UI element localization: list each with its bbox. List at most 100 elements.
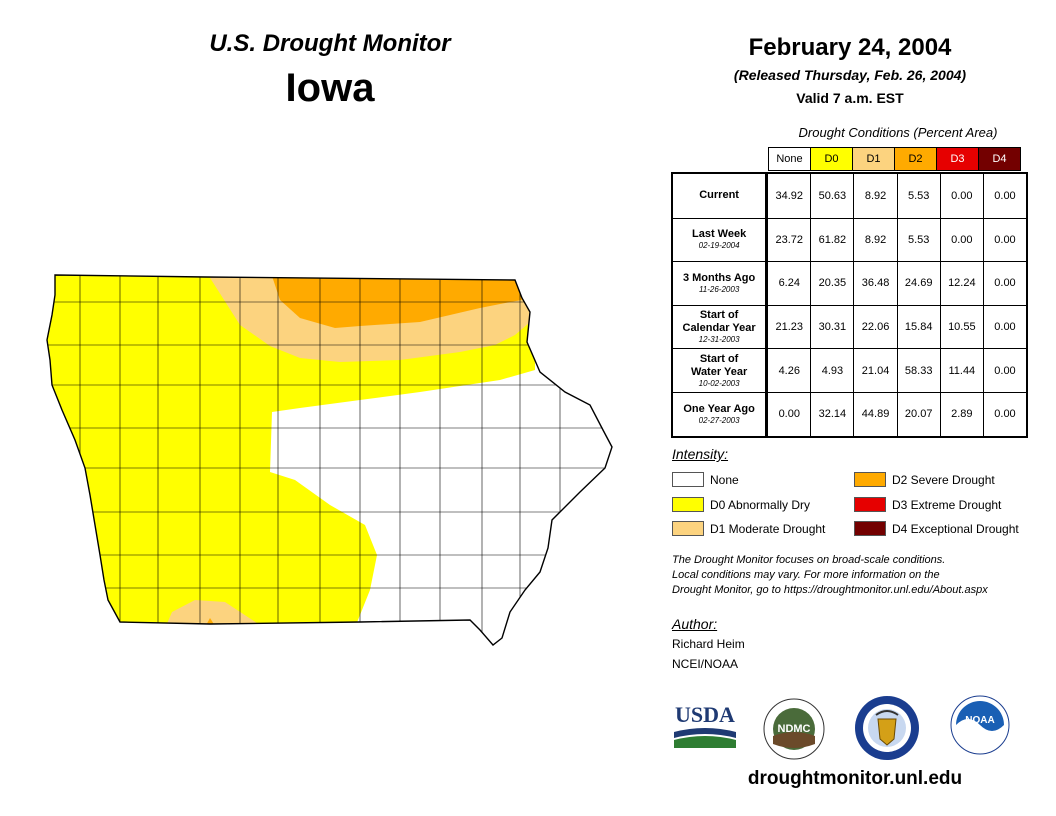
- valid-time: Valid 7 a.m. EST: [796, 90, 904, 106]
- value-cell: 21.23: [767, 305, 810, 349]
- legend-swatch: [854, 521, 886, 536]
- value-cell: 30.31: [810, 305, 853, 349]
- value-cell: 0.00: [982, 218, 1026, 262]
- author-title: Author:: [672, 616, 718, 632]
- value-cell: 4.93: [810, 349, 853, 392]
- table-row: Start of Calendar Year 12-31-2003 21.23 3…: [673, 304, 1026, 349]
- legend-item-d1: D1 Moderate Drought: [672, 521, 825, 536]
- map-date: February 24, 2004: [748, 34, 952, 61]
- legend-swatch: [672, 472, 704, 487]
- conditions-header-row: None D0 D1 D2 D3 D4: [768, 147, 1021, 171]
- ndmc-logo-text: NDMC: [778, 723, 811, 735]
- row-date: 02-27-2003: [698, 415, 740, 425]
- legend-item-d0: D0 Abnormally Dry: [672, 497, 810, 512]
- note-line: Drought Monitor, go to https://droughtmo…: [672, 584, 988, 596]
- legend-item-none: None: [672, 472, 739, 487]
- value-cell: 0.00: [982, 349, 1026, 392]
- value-cell: 50.63: [810, 174, 853, 218]
- value-cell: 24.69: [896, 262, 940, 305]
- county-lines: [47, 275, 612, 645]
- legend-label: D0 Abnormally Dry: [710, 497, 811, 512]
- table-row: 3 Months Ago 11-26-2003 6.24 20.35 36.48 …: [673, 261, 1026, 305]
- monitor-note: The Drought Monitor focuses on broad-sca…: [672, 553, 1052, 598]
- row-date: 02-19-2004: [698, 241, 740, 251]
- legend-item-d2: D2 Severe Drought: [854, 472, 995, 487]
- author-org: NCEI/NOAA: [672, 657, 739, 671]
- table-row: Last Week 02-19-2004 23.72 61.82 8.92 5.5…: [673, 217, 1026, 262]
- value-cell: 0.00: [982, 262, 1026, 305]
- row-label: 3 Months Ago: [682, 271, 756, 284]
- site-url[interactable]: droughtmonitor.unl.edu: [747, 768, 963, 789]
- value-cell: 61.82: [810, 218, 853, 262]
- commerce-seal-icon: [855, 696, 919, 760]
- legend-swatch: [672, 497, 704, 512]
- value-cell: 20.07: [896, 392, 940, 436]
- note-line: Local conditions may vary. For more info…: [672, 569, 940, 581]
- usda-logo-text: USDA: [675, 702, 735, 727]
- legend-label: D4 Exceptional Drought: [892, 521, 1019, 536]
- conditions-table: Current 34.92 50.63 8.92 5.53 0.00 0.00 …: [671, 172, 1028, 438]
- legend-label: D2 Severe Drought: [892, 472, 995, 487]
- monitor-title: U.S. Drought Monitor: [209, 30, 451, 57]
- legend-swatch: [672, 521, 704, 536]
- row-label: Last Week: [691, 228, 747, 241]
- value-cell: 58.33: [896, 349, 940, 392]
- header-d4: D4: [978, 147, 1021, 171]
- noaa-logo-text: NOAA: [965, 715, 994, 726]
- row-date: 12-31-2003: [698, 335, 740, 345]
- legend-title: Intensity:: [672, 446, 729, 462]
- value-cell: 12.24: [939, 262, 983, 305]
- row-label: Start of Water Year: [690, 352, 748, 378]
- author-name: Richard Heim: [672, 637, 745, 651]
- value-cell: 11.44: [939, 349, 983, 392]
- value-cell: 0.00: [982, 174, 1026, 218]
- ndmc-logo-icon: NDMC: [763, 698, 825, 760]
- table-row: Current 34.92 50.63 8.92 5.53 0.00 0.00: [673, 174, 1026, 218]
- legend-swatch: [854, 497, 886, 512]
- value-cell: 0.00: [939, 174, 983, 218]
- value-cell: 0.00: [982, 392, 1026, 436]
- value-cell: 8.92: [853, 218, 896, 262]
- table-row: Start of Water Year 10-02-2003 4.26 4.93 …: [673, 348, 1026, 392]
- noaa-logo-icon: NOAA: [950, 695, 1010, 755]
- value-cell: 32.14: [810, 392, 853, 436]
- value-cell: 22.06: [853, 305, 896, 349]
- header-d3: D3: [936, 147, 979, 171]
- table-row: One Year Ago 02-27-2003 0.00 32.14 44.89 …: [673, 391, 1026, 436]
- value-cell: 0.00: [939, 218, 983, 262]
- row-date: 10-02-2003: [698, 378, 740, 388]
- note-line: The Drought Monitor focuses on broad-sca…: [672, 554, 946, 566]
- value-cell: 21.04: [853, 349, 896, 392]
- header-d0: D0: [810, 147, 853, 171]
- value-cell: 2.89: [939, 392, 983, 436]
- value-cell: 0.00: [982, 305, 1026, 349]
- usda-logo-icon: USDA: [674, 702, 736, 748]
- value-cell: 0.00: [767, 392, 810, 436]
- iowa-state-outline: [46, 274, 613, 646]
- row-label: One Year Ago: [683, 402, 755, 415]
- value-cell: 44.89: [853, 392, 896, 436]
- row-label: Current: [699, 189, 739, 202]
- iowa-drought-map: [46, 274, 613, 646]
- legend-swatch: [854, 472, 886, 487]
- value-cell: 34.92: [767, 174, 810, 218]
- value-cell: 6.24: [767, 262, 810, 305]
- release-date: (Released Thursday, Feb. 26, 2004): [733, 67, 967, 83]
- legend-item-d3: D3 Extreme Drought: [854, 497, 1001, 512]
- row-date: 11-26-2003: [698, 284, 740, 294]
- value-cell: 5.53: [896, 218, 940, 262]
- row-label: Start of Calendar Year: [682, 309, 756, 335]
- value-cell: 4.26: [767, 349, 810, 392]
- conditions-caption: Drought Conditions (Percent Area): [798, 125, 998, 140]
- header-d2: D2: [894, 147, 937, 171]
- value-cell: 8.92: [853, 174, 896, 218]
- value-cell: 20.35: [810, 262, 853, 305]
- state-title: Iowa: [285, 66, 375, 110]
- value-cell: 36.48: [853, 262, 896, 305]
- value-cell: 23.72: [767, 218, 810, 262]
- legend-label: None: [710, 472, 739, 487]
- drought-d2-area: [270, 275, 522, 328]
- value-cell: 15.84: [896, 305, 940, 349]
- legend-label: D3 Extreme Drought: [892, 497, 1002, 512]
- legend-label: D1 Moderate Drought: [710, 521, 826, 536]
